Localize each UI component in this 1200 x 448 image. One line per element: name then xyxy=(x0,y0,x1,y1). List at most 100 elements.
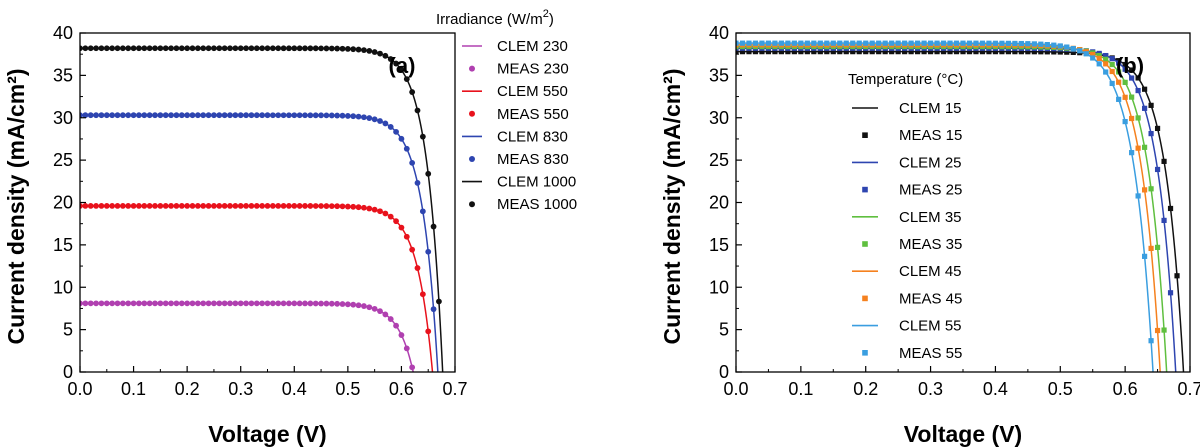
data-point xyxy=(80,45,83,52)
data-point xyxy=(98,202,105,209)
data-point xyxy=(882,49,888,55)
data-point xyxy=(804,49,810,55)
data-point xyxy=(992,40,999,46)
data-point xyxy=(296,300,303,307)
data-point xyxy=(752,40,759,46)
data-point xyxy=(200,45,207,52)
data-point xyxy=(194,300,201,307)
data-point xyxy=(152,300,158,307)
data-point xyxy=(248,300,255,307)
data-point xyxy=(253,202,260,209)
data-point xyxy=(371,116,378,123)
data-point xyxy=(344,46,351,52)
data-point xyxy=(211,202,217,209)
data-point xyxy=(778,49,784,55)
data-point xyxy=(82,202,89,209)
data-point xyxy=(1148,338,1154,344)
data-point xyxy=(253,45,260,52)
data-point xyxy=(1129,150,1135,156)
data-point xyxy=(934,40,940,46)
data-point xyxy=(173,202,180,209)
data-point xyxy=(843,49,849,55)
data-point xyxy=(371,49,378,55)
data-point xyxy=(184,300,191,307)
data-point xyxy=(103,300,110,307)
legend-item: CLEM 830 xyxy=(462,128,568,145)
data-point xyxy=(243,45,249,52)
y-tick-label: 30 xyxy=(709,108,729,128)
data-point xyxy=(355,46,362,53)
x-tick-label: 0.0 xyxy=(67,379,92,399)
data-point xyxy=(940,49,947,55)
data-point xyxy=(1154,125,1161,132)
data-point xyxy=(93,300,99,307)
data-point xyxy=(344,301,351,308)
data-point xyxy=(243,202,249,209)
data-point xyxy=(1135,87,1141,94)
x-tick-label: 0.2 xyxy=(175,379,200,399)
data-point xyxy=(1018,49,1024,55)
data-point xyxy=(216,202,223,209)
data-point xyxy=(162,300,169,307)
data-point xyxy=(882,40,888,46)
legend-marker-swatch xyxy=(469,156,475,162)
data-point xyxy=(736,40,739,46)
data-point xyxy=(141,112,148,119)
data-point xyxy=(125,300,132,307)
data-point xyxy=(232,112,239,119)
series-markers-meas-830 xyxy=(80,112,437,313)
data-point xyxy=(312,203,319,209)
x-tick-label: 0.7 xyxy=(1177,379,1200,399)
data-point xyxy=(1005,49,1011,55)
data-point xyxy=(1044,49,1050,55)
data-point xyxy=(227,112,233,119)
data-point xyxy=(114,45,121,52)
legend-item: MEAS 830 xyxy=(469,151,569,168)
data-point xyxy=(119,45,126,52)
data-point xyxy=(152,202,158,209)
data-point xyxy=(339,301,346,307)
legend-item: MEAS 55 xyxy=(862,345,962,362)
data-point xyxy=(1031,49,1037,55)
data-point xyxy=(178,202,185,209)
data-point xyxy=(927,49,934,55)
data-point xyxy=(141,202,148,209)
data-point xyxy=(162,202,169,209)
x-axis-title: Voltage (V) xyxy=(208,421,326,447)
data-point xyxy=(194,45,201,52)
data-point xyxy=(275,300,282,307)
data-point xyxy=(403,345,410,352)
data-point xyxy=(307,112,314,119)
data-point xyxy=(850,40,856,46)
data-point xyxy=(1031,41,1037,47)
data-point xyxy=(280,45,287,52)
data-point xyxy=(216,300,223,307)
data-point xyxy=(1070,49,1076,55)
data-point xyxy=(419,208,426,215)
data-point xyxy=(157,112,164,119)
legend-item: CLEM 55 xyxy=(852,318,962,335)
data-point xyxy=(960,40,966,46)
data-point xyxy=(1090,51,1096,58)
data-point xyxy=(168,112,174,119)
data-point xyxy=(211,300,217,307)
data-point xyxy=(869,49,875,55)
data-point xyxy=(157,202,164,209)
data-point xyxy=(371,206,378,213)
data-point xyxy=(895,40,901,46)
data-point xyxy=(1025,49,1031,55)
data-point xyxy=(1109,61,1115,68)
data-point xyxy=(772,49,778,55)
data-point xyxy=(403,145,410,152)
data-point xyxy=(986,40,992,46)
data-point xyxy=(232,45,239,52)
y-tick-label: 40 xyxy=(709,23,729,43)
y-axis-title: Current density (mA/cm²) xyxy=(659,68,685,344)
data-point xyxy=(908,40,914,46)
x-tick-label: 0.4 xyxy=(282,379,307,399)
data-point xyxy=(125,202,132,209)
legend-item: CLEM 25 xyxy=(852,154,962,171)
data-point xyxy=(1142,144,1148,150)
data-point xyxy=(772,40,778,46)
